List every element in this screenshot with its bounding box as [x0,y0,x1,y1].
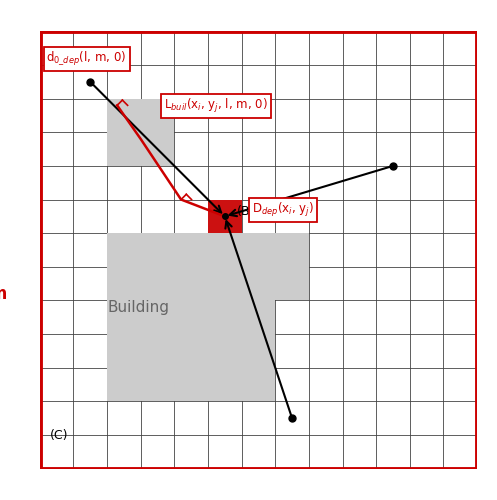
Text: Building: Building [107,300,169,314]
Text: d$_{0\_dep}$(l, m, 0): d$_{0\_dep}$(l, m, 0) [47,50,127,68]
Text: m: m [0,284,6,302]
Text: D$_{dep}$(x$_i$, y$_j$): D$_{dep}$(x$_i$, y$_j$) [251,200,314,218]
Text: (C): (C) [50,428,69,442]
Bar [208,200,242,233]
Bar [107,233,275,402]
Bar [208,233,309,300]
Text: (B): (B) [237,205,255,218]
Text: L$_{buil}$(x$_i$, y$_j$, l, m, 0): L$_{buil}$(x$_i$, y$_j$, l, m, 0) [164,98,268,116]
Bar [107,98,174,166]
